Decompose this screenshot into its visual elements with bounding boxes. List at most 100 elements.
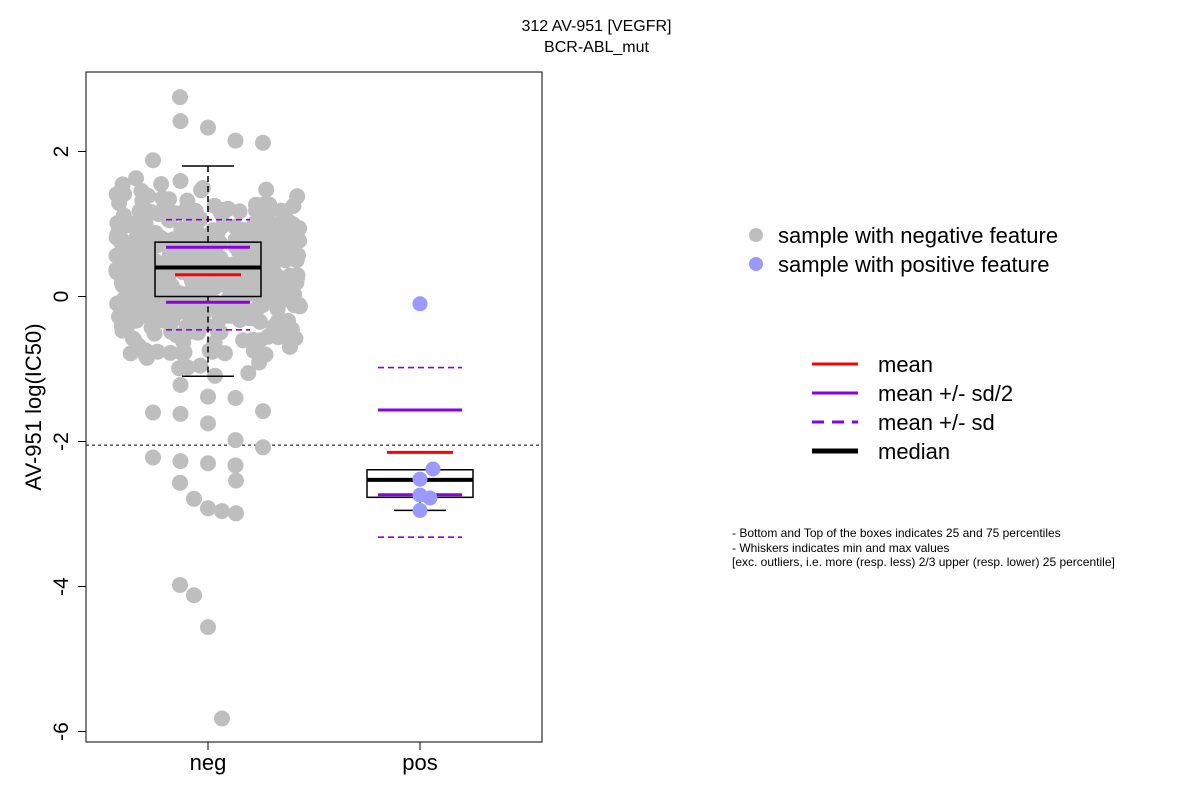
data-point-neg	[172, 173, 189, 189]
data-point-neg	[255, 134, 271, 151]
legend-label-sd-half: mean +/- sd/2	[878, 381, 1013, 406]
data-point-neg	[227, 390, 244, 406]
data-point-neg	[145, 449, 161, 466]
note-outliers: [exc. outliers, i.e. more (resp. less) 2…	[732, 555, 1115, 569]
data-point-neg	[153, 176, 170, 193]
data-point-neg	[288, 274, 305, 291]
data-point-neg	[186, 587, 202, 604]
data-point-neg	[228, 505, 244, 522]
legend-point-positive	[749, 257, 763, 271]
data-point-neg	[283, 321, 300, 338]
data-point-neg	[128, 239, 145, 256]
data-point-neg	[128, 214, 145, 231]
data-point-neg	[133, 306, 150, 323]
data-point-neg	[200, 500, 216, 517]
data-point-neg	[206, 197, 223, 214]
data-point-neg	[214, 503, 230, 520]
data-point-neg	[274, 229, 290, 245]
plot-frame	[85, 71, 543, 743]
line-legend: mean mean +/- sd/2 mean +/- sd median	[812, 352, 1013, 464]
plot-area: -6 -4 -2 0 2 AV-951 log(IC50) neg pos	[21, 71, 543, 775]
legend-label-negative: sample with negative feature	[778, 223, 1058, 248]
data-point-neg	[252, 313, 268, 330]
x-tick-label: pos	[402, 750, 437, 775]
legend-label-positive: sample with positive feature	[778, 252, 1049, 277]
data-point-neg	[179, 192, 196, 209]
data-point-neg	[111, 187, 128, 204]
data-point-neg	[248, 202, 264, 219]
data-point-neg	[118, 305, 135, 322]
data-point-neg	[122, 345, 139, 362]
data-point-neg	[255, 439, 271, 456]
data-point-neg	[143, 319, 160, 336]
data-point-neg	[216, 345, 233, 362]
y-tick-label: -6	[50, 722, 73, 741]
data-point-neg	[255, 403, 271, 420]
data-point-neg	[214, 710, 230, 727]
data-point-neg	[258, 181, 275, 198]
data-point-neg	[200, 119, 216, 136]
data-point-neg	[113, 318, 130, 335]
data-point-neg	[192, 357, 209, 374]
data-point-neg	[196, 304, 213, 321]
point-legend: sample with negative feature sample with…	[749, 223, 1058, 277]
data-point-neg	[130, 283, 147, 300]
data-point-neg	[133, 183, 150, 199]
data-point-neg	[200, 415, 216, 432]
data-point-neg	[116, 278, 133, 295]
y-tick-label: 0	[50, 291, 73, 303]
data-point-neg	[172, 577, 188, 593]
data-point-neg	[245, 342, 262, 359]
data-point-neg	[172, 453, 189, 470]
data-point-neg	[246, 275, 263, 292]
legend-point-negative	[749, 228, 763, 242]
data-point-neg	[272, 278, 289, 295]
data-point-neg	[176, 344, 193, 361]
data-point-neg	[186, 490, 202, 507]
data-point-neg	[192, 227, 209, 244]
data-point-neg	[209, 323, 226, 340]
note-whiskers: - Whiskers indicates min and max values	[732, 541, 950, 555]
data-point-pos	[412, 471, 428, 487]
data-point-neg	[250, 298, 267, 315]
data-point-neg	[115, 291, 132, 308]
data-point-neg	[114, 245, 131, 262]
chart-title-line-1: 312 AV-951 [VEGFR]	[521, 18, 672, 35]
data-point-neg	[137, 346, 154, 363]
data-point-neg	[162, 344, 179, 361]
data-point-neg	[228, 472, 244, 489]
data-point-neg	[127, 270, 144, 287]
data-point-neg	[291, 296, 307, 313]
data-point-neg	[227, 432, 244, 449]
data-point-neg	[271, 242, 288, 259]
data-point-neg	[172, 89, 188, 106]
data-point-neg	[243, 223, 260, 240]
data-point-neg	[125, 330, 141, 347]
data-point-neg	[108, 264, 125, 281]
data-point-neg	[145, 404, 161, 421]
y-tick-label: 2	[50, 146, 73, 158]
data-point-neg	[200, 455, 216, 472]
data-point-pos	[412, 502, 428, 518]
legend-label-sd: mean +/- sd	[878, 410, 995, 435]
data-point-neg	[108, 229, 125, 246]
data-point-neg	[161, 191, 178, 208]
data-point-neg	[227, 457, 244, 474]
data-point-neg	[268, 216, 285, 233]
x-tick-label: neg	[190, 750, 227, 775]
data-point-neg	[215, 217, 232, 234]
data-point-neg	[289, 188, 306, 205]
data-point-neg	[179, 359, 196, 376]
data-point-neg	[172, 113, 189, 130]
data-point-neg	[156, 297, 173, 314]
data-point-neg	[159, 272, 176, 289]
data-point-pos	[412, 296, 428, 312]
data-point-pos	[425, 461, 441, 477]
data-point-neg	[145, 152, 161, 169]
data-point-neg	[128, 170, 144, 187]
legend-label-mean: mean	[878, 352, 933, 377]
y-tick-label: -2	[50, 432, 73, 451]
note-box-percentiles: - Bottom and Top of the boxes indicates …	[732, 526, 1061, 540]
data-point-neg	[172, 376, 189, 393]
legend-label-median: median	[878, 439, 950, 464]
